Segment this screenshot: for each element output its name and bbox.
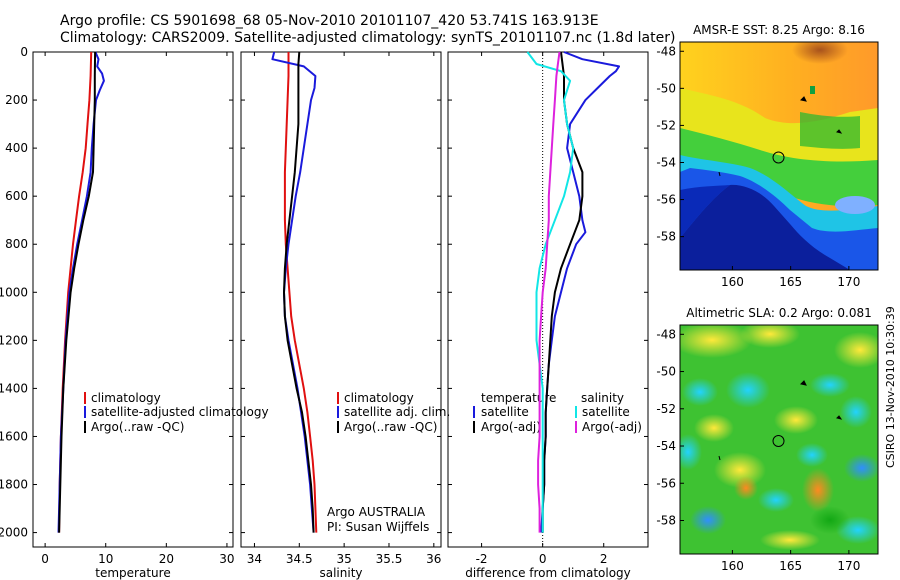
depth-tick-label: 0 bbox=[20, 45, 28, 59]
difference-series-salinity-argo-adj- bbox=[537, 51, 561, 533]
sst-map-xtick-label: 170 bbox=[837, 275, 860, 289]
sla-argo-location-marker bbox=[772, 435, 785, 447]
sla-map-ytick-label: -50 bbox=[656, 365, 676, 379]
difference-xlabel: difference from climatology bbox=[465, 566, 631, 580]
difference-legend: temperature satellite Argo(-adj) salinit… bbox=[473, 391, 642, 434]
salinity-axes-box bbox=[240, 51, 442, 548]
profile-title: Argo profile: CS 5901698_68 05-Nov-2010 … bbox=[60, 13, 599, 29]
sla-map-ytick-label: -52 bbox=[656, 402, 676, 416]
legend-sal-adj-label: Argo(-adj) bbox=[582, 420, 642, 434]
temperature-axes-box bbox=[32, 51, 234, 548]
depth-tick-label: 600 bbox=[5, 189, 28, 203]
salinity-xtick-label: 34.5 bbox=[286, 552, 313, 566]
sst-map-ytick-label: -56 bbox=[656, 193, 676, 207]
salinity-xtick-label: 35 bbox=[336, 552, 351, 566]
difference-xtick-label: -2 bbox=[476, 552, 488, 566]
legend-sal-argo-label: Argo(..raw -QC) bbox=[344, 420, 437, 434]
legend-sal-sat-label: satellite bbox=[582, 405, 630, 419]
legend-climatology-label: climatology bbox=[91, 391, 161, 405]
salinity-xtick-label: 36 bbox=[426, 552, 441, 566]
salinity-series-argo-raw-qc- bbox=[283, 51, 315, 533]
temperature-series-satellite-adjusted-climatology bbox=[57, 51, 105, 533]
depth-tick-label: 1400 bbox=[0, 381, 28, 395]
legend-temp-satellite-label: satellite bbox=[481, 405, 529, 419]
temperature-xtick-label: 0 bbox=[41, 552, 49, 566]
difference-series-temperature-argo-adj- bbox=[541, 51, 584, 533]
pi-annotation: PI: Susan Wijffels bbox=[327, 520, 429, 534]
depth-tick-label: 1600 bbox=[0, 429, 28, 443]
sst-map-frame bbox=[679, 41, 879, 271]
salinity-xtick-label: 35.5 bbox=[376, 552, 403, 566]
depth-tick-label: 1000 bbox=[0, 285, 28, 299]
sst-map-ytick-label: -54 bbox=[656, 155, 676, 169]
sla-map-xtick-label: 170 bbox=[837, 559, 860, 573]
depth-tick-label: 1800 bbox=[0, 478, 28, 492]
sla-map-ytick-label: -48 bbox=[656, 327, 676, 341]
salinity-legend: climatology satellite adj. clim. Argo(..… bbox=[327, 391, 450, 534]
difference-axes-box bbox=[447, 51, 649, 548]
sst-map-ytick-label: -50 bbox=[656, 81, 676, 95]
sst-map-xtick-label: 160 bbox=[721, 275, 744, 289]
salinity-xlabel: salinity bbox=[319, 566, 362, 580]
salinity-series-climatology bbox=[283, 52, 318, 533]
temperature-xlabel: temperature bbox=[95, 566, 170, 580]
difference-panel bbox=[447, 51, 649, 548]
salinity-panel bbox=[240, 51, 442, 548]
temperature-series-climatology bbox=[58, 51, 93, 533]
sla-map-xtick-label: 165 bbox=[779, 559, 802, 573]
legend-argo-label: Argo(..raw -QC) bbox=[91, 420, 184, 434]
legend-satellite-adjusted-label: satellite-adjusted climatology bbox=[91, 405, 269, 419]
temperature-legend: climatology satellite-adjusted climatolo… bbox=[84, 391, 269, 434]
sst-map-ytick-label: -58 bbox=[656, 230, 676, 244]
argo-program-annotation: Argo AUSTRALIA bbox=[327, 505, 426, 519]
sla-map-ytick-label: -58 bbox=[656, 513, 676, 527]
sst-map-ytick-label: -48 bbox=[656, 44, 676, 58]
sla-map-frame bbox=[679, 324, 879, 555]
climatology-subtitle: Climatology: CARS2009. Satellite-adjuste… bbox=[60, 30, 676, 46]
temperature-panel bbox=[32, 51, 234, 548]
sla-map-title: Altimetric SLA: 0.2 Argo: 0.081 bbox=[686, 306, 871, 320]
depth-tick-label: 1200 bbox=[0, 333, 28, 347]
temperature-xtick-label: 30 bbox=[219, 552, 234, 566]
sst-argo-location-marker bbox=[772, 151, 785, 164]
sst-map-field bbox=[680, 42, 878, 270]
sst-map-ytick-label: -52 bbox=[656, 118, 676, 132]
sst-map-xtick-label: 165 bbox=[779, 275, 802, 289]
legend-temperature-title: temperature bbox=[481, 391, 556, 405]
sst-map-islands bbox=[718, 96, 843, 177]
difference-xtick-label: 2 bbox=[600, 552, 608, 566]
sla-map-ytick-label: -56 bbox=[656, 476, 676, 490]
difference-series-salinity-satellite bbox=[526, 51, 575, 533]
legend-sal-climatology-label: climatology bbox=[344, 391, 414, 405]
sst-map-title: AMSR-E SST: 8.25 Argo: 8.16 bbox=[693, 23, 865, 37]
legend-salinity-title: salinity bbox=[581, 391, 624, 405]
depth-tick-label: 200 bbox=[5, 93, 28, 107]
depth-tick-label: 2000 bbox=[0, 526, 28, 540]
temperature-series-argo-raw-qc- bbox=[58, 51, 97, 533]
sla-map-ytick-label: -54 bbox=[656, 439, 676, 453]
sla-map-islands bbox=[718, 380, 843, 461]
depth-tick-label: 800 bbox=[5, 237, 28, 251]
depth-tick-label: 400 bbox=[5, 141, 28, 155]
temperature-xtick-label: 10 bbox=[98, 552, 113, 566]
temperature-xtick-label: 20 bbox=[159, 552, 174, 566]
sla-map-xtick-label: 160 bbox=[721, 559, 744, 573]
legend-temp-argo-label: Argo(-adj) bbox=[481, 420, 541, 434]
sla-map-field bbox=[680, 325, 878, 554]
salinity-xtick-label: 34 bbox=[247, 552, 262, 566]
difference-xtick-label: 0 bbox=[539, 552, 547, 566]
legend-sal-satellite-label: satellite adj. clim. bbox=[344, 405, 450, 419]
